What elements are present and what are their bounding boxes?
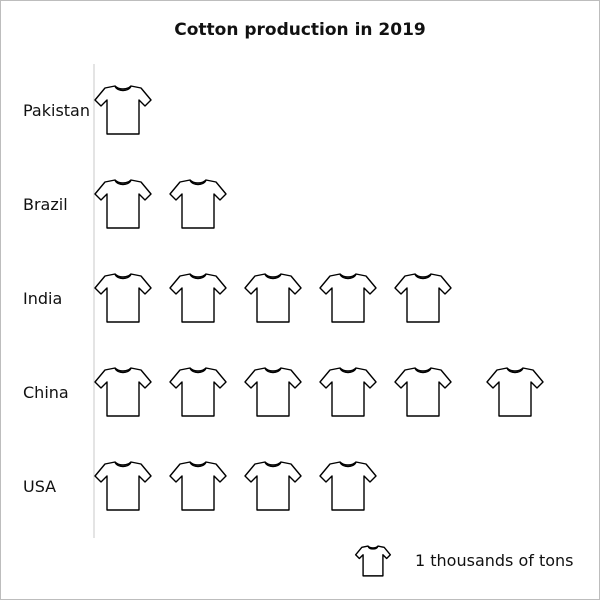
pictograph-row: USA bbox=[23, 461, 377, 511]
category-label: Pakistan bbox=[23, 101, 90, 120]
pictograph-row: Pakistan bbox=[23, 85, 152, 135]
t-shirt-icon bbox=[244, 367, 302, 417]
t-shirt-icon bbox=[169, 367, 227, 417]
t-shirt-icon bbox=[486, 367, 544, 417]
t-shirt-icon bbox=[169, 179, 227, 229]
legend-t-shirt-icon bbox=[354, 545, 392, 577]
t-shirt-icon bbox=[94, 461, 152, 511]
category-label: India bbox=[23, 289, 62, 308]
pictograph-row: China bbox=[23, 367, 544, 417]
t-shirt-icon bbox=[169, 461, 227, 511]
t-shirt-icon bbox=[94, 273, 152, 323]
t-shirt-icon bbox=[244, 273, 302, 323]
t-shirt-icon bbox=[319, 273, 377, 323]
t-shirt-icon bbox=[94, 85, 152, 135]
pictograph-row: Brazil bbox=[23, 179, 227, 229]
t-shirt-icon bbox=[94, 179, 152, 229]
chart-title: Cotton production in 2019 bbox=[174, 20, 426, 40]
t-shirt-icon bbox=[394, 273, 452, 323]
t-shirt-icon bbox=[319, 367, 377, 417]
t-shirt-icon bbox=[169, 273, 227, 323]
category-label: Brazil bbox=[23, 195, 68, 214]
t-shirt-icon bbox=[394, 367, 452, 417]
pictograph-row: India bbox=[23, 273, 452, 323]
legend-label: 1 thousands of tons bbox=[415, 551, 574, 570]
t-shirt-icon bbox=[319, 461, 377, 511]
category-label: China bbox=[23, 383, 69, 402]
t-shirt-icon bbox=[94, 367, 152, 417]
category-label: USA bbox=[23, 477, 56, 496]
chart-legend: 1 thousands of tons bbox=[354, 545, 574, 577]
chart-rows: Pakistan Brazil India China USA bbox=[23, 85, 544, 511]
t-shirt-icon bbox=[244, 461, 302, 511]
